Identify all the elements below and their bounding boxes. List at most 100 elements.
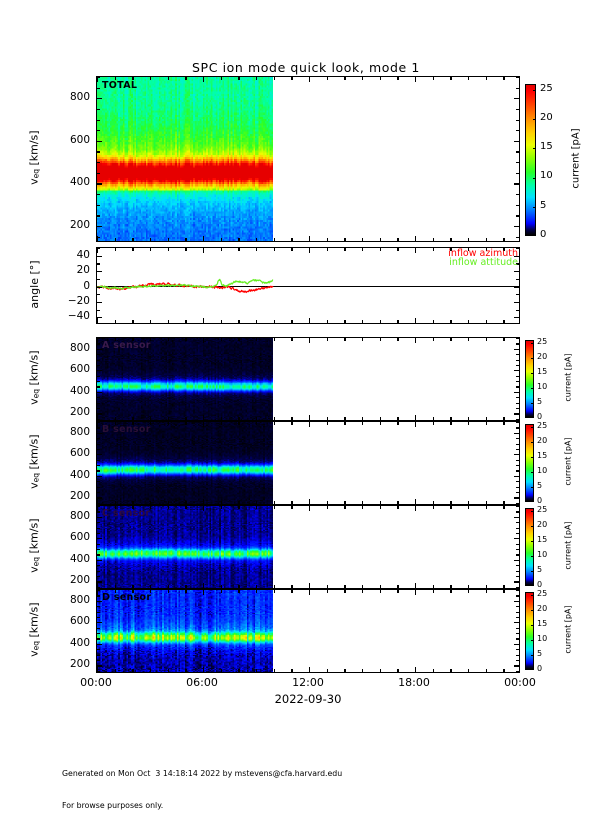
colorbar-tick-label: 10 [537, 550, 547, 559]
y-axis-tick-label: 600 [52, 134, 90, 146]
y-axis-minor-tick [97, 449, 100, 450]
y-axis-title-text: veq [km/s] [27, 350, 40, 405]
x-axis-minor-tick [468, 77, 469, 80]
colorbar-tick [531, 343, 534, 344]
x-axis-minor-tick [503, 669, 504, 672]
y-axis-tick [97, 271, 102, 272]
x-axis-minor-tick [185, 501, 186, 504]
colorbar-tick [531, 625, 534, 626]
panel-tag-total: TOTAL [102, 80, 137, 91]
y-axis-tick-label: 200 [52, 574, 90, 586]
y-axis-tick [514, 287, 519, 288]
x-axis-minor-tick [380, 320, 381, 323]
y-axis-minor-tick [516, 671, 519, 672]
y-axis-minor-tick [516, 511, 519, 512]
x-axis-minor-tick [221, 501, 222, 504]
y-axis-title-velocity: veq [km/s] [27, 573, 40, 687]
y-axis-minor-tick [516, 205, 519, 206]
x-axis-minor-tick [468, 417, 469, 420]
x-axis-tick [309, 236, 310, 241]
y-axis-minor-tick [516, 465, 519, 466]
y-axis-minor-tick [97, 565, 100, 566]
x-axis-minor-tick [150, 320, 151, 323]
colorbar-tick-label: 20 [537, 352, 547, 361]
x-axis-minor-tick [221, 77, 222, 80]
x-axis-minor-tick [486, 422, 487, 425]
colorbar-gradient [525, 84, 536, 236]
x-axis-tick-label: 00:00 [66, 676, 126, 689]
x-axis-minor-tick [274, 417, 275, 420]
x-axis-minor-tick [150, 417, 151, 420]
x-axis-minor-tick [168, 506, 169, 509]
panel-sensor-d: D sensor [96, 589, 520, 673]
y-axis-minor-tick [516, 528, 519, 529]
y-axis-tick-label: 200 [52, 406, 90, 418]
x-axis-minor-tick [185, 422, 186, 425]
x-axis-minor-tick [291, 77, 292, 80]
colorbar-tick-label: 20 [540, 112, 553, 123]
y-axis-minor-tick [516, 408, 519, 409]
x-axis-minor-tick [291, 248, 292, 251]
y-axis-tick-label: 200 [52, 658, 90, 670]
y-axis-minor-tick [97, 376, 100, 377]
y-axis-tick [514, 454, 519, 455]
x-axis-minor-tick [468, 506, 469, 509]
x-axis-minor-tick [327, 669, 328, 672]
x-axis-minor-tick [503, 506, 504, 509]
x-axis-minor-tick [221, 417, 222, 420]
x-axis-tick [309, 590, 310, 595]
colorbar-tick [531, 669, 534, 670]
colorbar-tick-label: 15 [537, 367, 547, 376]
x-axis-tick [415, 667, 416, 672]
y-axis-minor-tick [97, 381, 100, 382]
x-axis-minor-tick [327, 506, 328, 509]
legend-item-inflow-attitude: inflow attitude [400, 257, 518, 268]
y-axis-minor-tick [516, 587, 519, 588]
x-axis-minor-tick [450, 585, 451, 588]
colorbar-tick-label: 5 [540, 200, 546, 211]
y-axis-minor-tick [516, 506, 519, 507]
colorbar-tick [531, 388, 534, 389]
x-axis-minor-tick [256, 501, 257, 504]
y-axis-minor-tick [516, 438, 519, 439]
y-axis-minor-tick [516, 460, 519, 461]
y-axis-minor-tick [516, 628, 519, 629]
colorbar-gradient [525, 424, 534, 502]
y-axis-tick [514, 581, 519, 582]
x-axis-minor-tick [256, 590, 257, 593]
x-axis-minor-tick [433, 417, 434, 420]
y-axis-minor-tick [516, 77, 519, 78]
x-axis-tick [415, 77, 416, 82]
x-axis-minor-tick [344, 417, 345, 420]
x-axis-minor-tick [238, 669, 239, 672]
y-axis-minor-tick [516, 427, 519, 428]
x-axis-tick [415, 583, 416, 588]
colorbar-tick [531, 640, 534, 641]
colorbar-tick-label: 10 [537, 382, 547, 391]
x-axis-tick [203, 590, 204, 595]
colorbar-tick [531, 541, 534, 542]
x-axis-minor-tick [486, 669, 487, 672]
x-axis-tick [309, 338, 310, 343]
x-axis-minor-tick [168, 422, 169, 425]
y-axis-minor-tick [516, 88, 519, 89]
x-axis-tick [97, 590, 98, 595]
y-axis-minor-tick [516, 397, 519, 398]
x-axis-minor-tick [221, 238, 222, 241]
y-axis-minor-tick [516, 470, 519, 471]
x-axis-minor-tick [344, 669, 345, 672]
x-axis-minor-tick [132, 238, 133, 241]
x-axis-tick [203, 338, 204, 343]
y-axis-minor-tick [97, 365, 100, 366]
x-axis-tick [309, 318, 310, 323]
x-axis-tick [97, 667, 98, 672]
x-axis-minor-tick [185, 320, 186, 323]
x-axis-tick [415, 506, 416, 511]
x-axis-minor-tick [344, 585, 345, 588]
y-axis-tick [514, 370, 519, 371]
panel-sensor-c: C sensor [96, 505, 520, 589]
y-axis-minor-tick [97, 151, 100, 152]
x-axis-minor-tick [256, 320, 257, 323]
y-axis-minor-tick [516, 533, 519, 534]
